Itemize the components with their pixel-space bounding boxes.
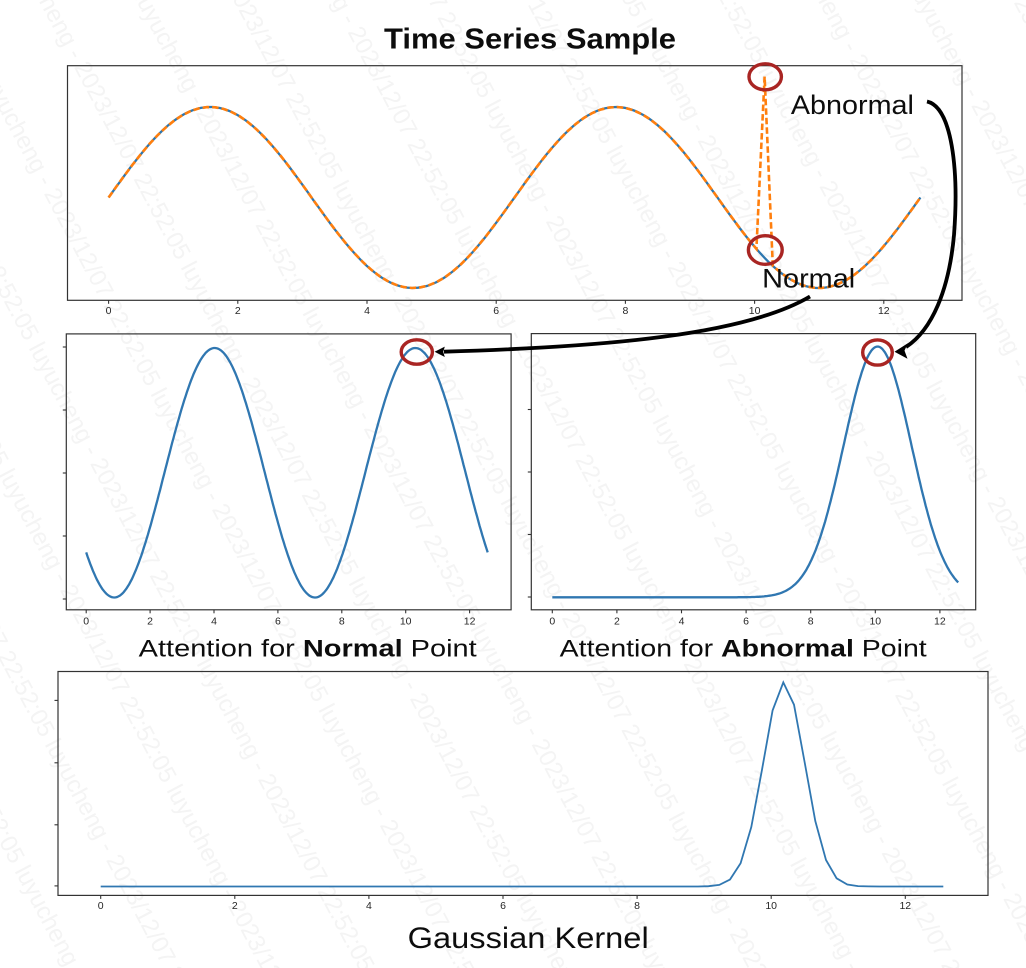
svg-text:6: 6 [275,616,281,628]
svg-text:8: 8 [808,616,814,628]
svg-text:0: 0 [549,616,555,628]
svg-text:0: 0 [106,305,112,317]
svg-text:Abnormal: Abnormal [791,90,914,120]
svg-text:10: 10 [869,616,881,628]
svg-text:2: 2 [232,900,238,912]
svg-text:8: 8 [634,900,640,912]
svg-text:0: 0 [83,616,89,628]
svg-text:4: 4 [366,900,372,912]
svg-text:10: 10 [765,900,777,912]
svg-text:12: 12 [934,616,946,628]
svg-text:6: 6 [743,616,749,628]
svg-text:2: 2 [614,616,620,628]
svg-text:2: 2 [235,305,241,317]
svg-text:10: 10 [400,616,412,628]
svg-text:12: 12 [899,900,911,912]
svg-text:0: 0 [98,900,104,912]
svg-text:4: 4 [211,616,217,628]
svg-text:Attention for Normal Point: Attention for Normal Point [139,636,477,663]
svg-text:4: 4 [364,305,370,317]
svg-text:Time Series Sample: Time Series Sample [384,24,676,56]
svg-text:12: 12 [464,616,476,628]
svg-text:6: 6 [500,900,506,912]
svg-text:8: 8 [339,616,345,628]
svg-text:6: 6 [493,305,499,317]
svg-text:10: 10 [749,305,761,317]
svg-text:8: 8 [622,305,628,317]
svg-text:Normal: Normal [762,263,855,293]
svg-text:12: 12 [878,305,890,317]
svg-text:Gaussian Kernel: Gaussian Kernel [408,922,649,955]
svg-text:Attention for Abnormal Point: Attention for Abnormal Point [560,636,927,663]
svg-text:4: 4 [679,616,685,628]
svg-text:2: 2 [147,616,153,628]
